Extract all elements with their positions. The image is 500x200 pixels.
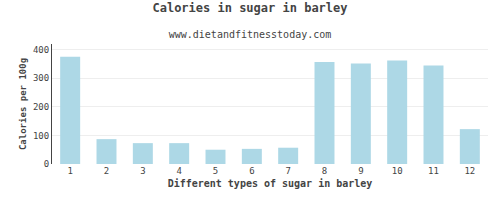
svg-text:Different types of sugar in ba: Different types of sugar in barley [168,178,373,189]
svg-text:Calories per 100g: Calories per 100g [18,58,28,150]
svg-text:300: 300 [33,73,49,83]
svg-text:3: 3 [140,166,145,176]
svg-text:7: 7 [285,166,290,176]
svg-text:0: 0 [44,159,49,169]
svg-text:9: 9 [358,166,363,176]
svg-text:Calories in sugar in barley: Calories in sugar in barley [152,1,347,15]
svg-text:200: 200 [33,102,49,112]
svg-text:8: 8 [322,166,327,176]
svg-text:400: 400 [33,45,49,55]
svg-text:1: 1 [67,166,72,176]
svg-text:6: 6 [249,166,254,176]
svg-text:4: 4 [176,166,181,176]
svg-text:100: 100 [33,131,49,141]
svg-text:10: 10 [392,166,403,176]
svg-text:12: 12 [464,166,475,176]
svg-text:www.dietandfitnesstoday.com: www.dietandfitnesstoday.com [169,29,332,40]
svg-text:11: 11 [428,166,439,176]
svg-text:2: 2 [104,166,109,176]
svg-text:5: 5 [213,166,218,176]
